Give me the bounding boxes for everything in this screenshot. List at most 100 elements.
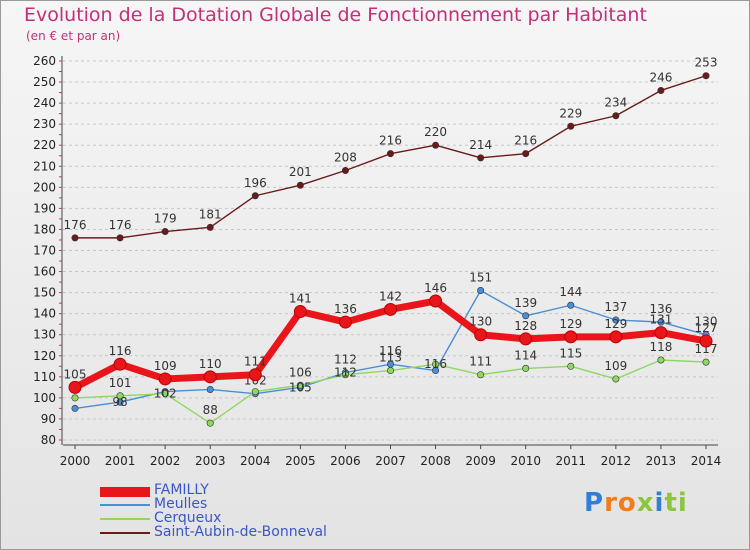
data-label: 114 (514, 348, 537, 362)
x-tick-label: 2004 (240, 454, 271, 468)
data-label: 105 (289, 380, 312, 394)
y-tick-label: 200 (33, 180, 56, 194)
data-label: 111 (244, 355, 267, 369)
x-tick-label: 2011 (556, 454, 587, 468)
data-label: 253 (695, 56, 718, 70)
data-label: 137 (604, 300, 627, 314)
data-point (474, 328, 488, 342)
data-label: 98 (112, 395, 127, 409)
logo-letter: r (604, 488, 618, 518)
logo-letter: x (636, 488, 655, 518)
data-label: 246 (649, 70, 672, 84)
data-label: 208 (334, 150, 357, 164)
data-point (203, 370, 217, 384)
data-point (477, 154, 485, 162)
data-label: 129 (604, 317, 627, 331)
data-point (477, 287, 485, 295)
data-point (206, 223, 214, 231)
data-point (567, 122, 575, 130)
data-label: 142 (379, 289, 402, 303)
data-point (251, 388, 259, 396)
y-tick-label: 100 (33, 391, 56, 405)
x-tick-label: 2006 (330, 454, 361, 468)
data-label: 101 (109, 376, 132, 390)
data-label: 136 (334, 302, 357, 316)
data-label: 131 (649, 313, 672, 327)
y-tick-label: 240 (33, 96, 56, 110)
x-tick-label: 2005 (285, 454, 316, 468)
data-point (522, 364, 530, 372)
logo-letter: i (677, 488, 688, 518)
logo-letter: i (654, 488, 665, 518)
legend-label-meulles: Meulles (154, 496, 208, 512)
x-tick-label: 2009 (465, 454, 496, 468)
data-label: 234 (604, 96, 627, 110)
data-point (654, 326, 668, 340)
data-point (519, 332, 533, 346)
data-label: 109 (604, 359, 627, 373)
data-label: 128 (514, 319, 537, 333)
data-point (206, 385, 214, 393)
data-point (71, 404, 79, 412)
data-point (702, 72, 710, 80)
data-label: 113 (379, 351, 402, 365)
data-point (71, 234, 79, 242)
data-label: 176 (109, 218, 132, 232)
data-point (206, 419, 214, 427)
legend-label-familly: FAMILLY (154, 482, 209, 498)
data-label: 216 (514, 134, 537, 148)
logo-letter: t (664, 488, 678, 518)
y-tick-label: 180 (33, 222, 56, 236)
data-label: 105 (64, 367, 87, 381)
x-tick-label: 2014 (691, 454, 722, 468)
data-point (251, 192, 259, 200)
x-tick-label: 2010 (510, 454, 541, 468)
data-point (113, 357, 127, 371)
y-tick-label: 130 (33, 328, 56, 342)
data-label: 229 (559, 106, 582, 120)
data-point (522, 150, 530, 158)
data-point (477, 371, 485, 379)
y-tick-label: 210 (33, 159, 56, 173)
data-label: 116 (424, 357, 447, 371)
legend-swatch-meulles (100, 504, 150, 506)
data-point (161, 390, 169, 398)
data-label: 151 (469, 271, 492, 285)
data-label: 214 (469, 138, 492, 152)
data-label: 220 (424, 125, 447, 139)
x-tick-label: 2008 (420, 454, 451, 468)
data-label: 118 (649, 340, 672, 354)
legend-swatch-familly (100, 487, 150, 497)
y-tick-label: 90 (41, 412, 56, 426)
data-point (657, 356, 665, 364)
proxiti-logo: Proxiti (584, 488, 688, 518)
data-label: 216 (379, 134, 402, 148)
data-point (386, 367, 394, 375)
data-label: 176 (64, 218, 87, 232)
y-tick-label: 230 (33, 117, 56, 131)
y-tick-label: 110 (33, 370, 56, 384)
data-point (296, 181, 304, 189)
y-tick-label: 220 (33, 138, 56, 152)
data-point (567, 362, 575, 370)
data-point (522, 312, 530, 320)
x-tick-label: 2013 (646, 454, 677, 468)
x-tick-label: 2001 (105, 454, 136, 468)
logo-letter: o (617, 488, 637, 518)
data-label: 112 (334, 353, 357, 367)
data-point (609, 330, 623, 344)
data-label: 109 (154, 359, 177, 373)
data-point (432, 360, 440, 368)
data-label: 181 (199, 207, 222, 221)
data-label: 116 (109, 344, 132, 358)
data-point (68, 380, 82, 394)
chart-subtitle: (en € et par an) (26, 29, 121, 43)
legend-swatch-cerqueux (100, 518, 150, 520)
data-point (341, 166, 349, 174)
data-label: 201 (289, 165, 312, 179)
x-tick-label: 2002 (150, 454, 181, 468)
legend-label-saint-aubin: Saint-Aubin-de-Bonneval (154, 524, 327, 540)
data-label: 112 (334, 366, 357, 380)
data-point (71, 394, 79, 402)
